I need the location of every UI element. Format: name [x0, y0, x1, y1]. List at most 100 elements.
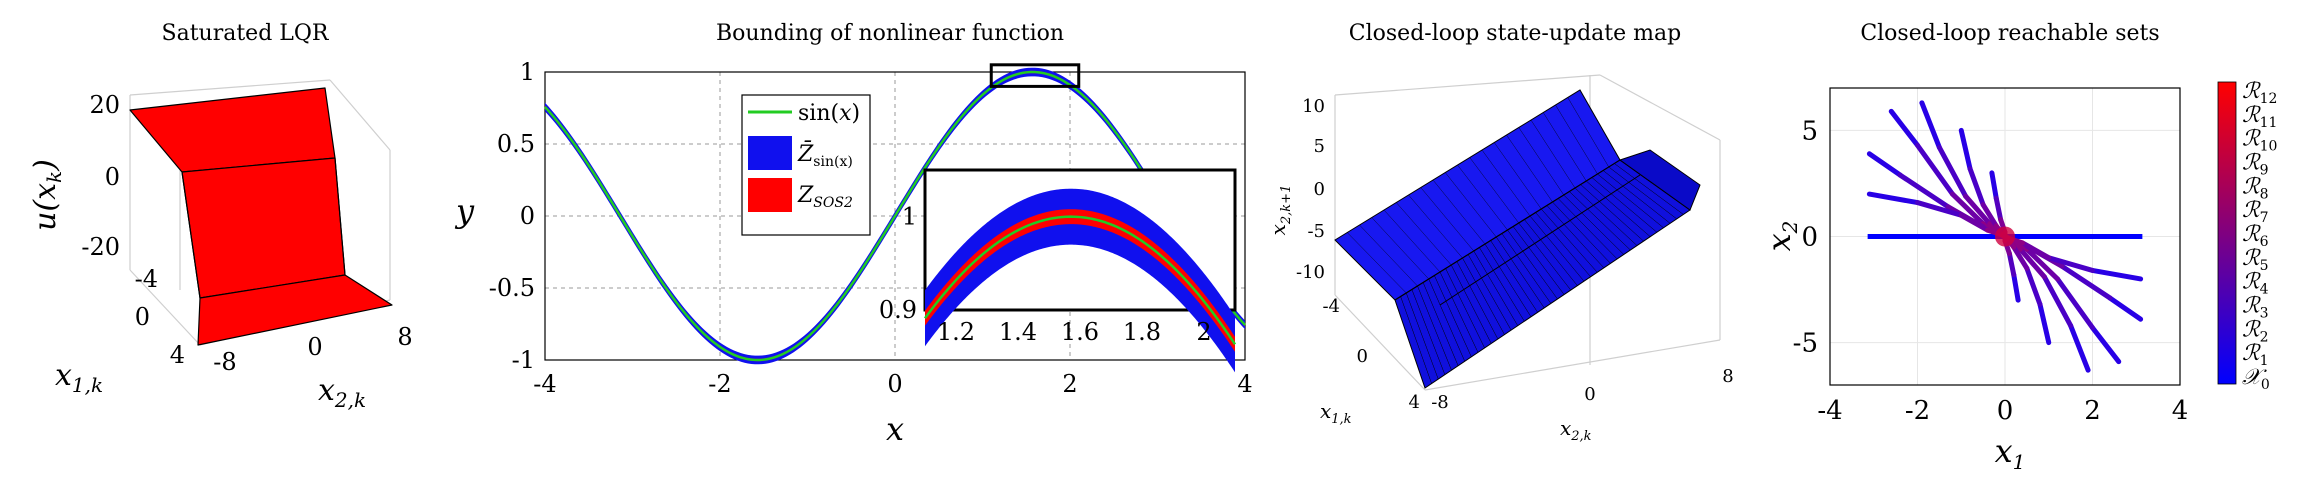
p3-ztick: 10	[1302, 96, 1325, 117]
p4-trajectory-segment	[2090, 325, 2122, 365]
p4-trajectory-segment	[2068, 323, 2091, 373]
p1-surface	[129, 87, 393, 346]
p4-trajectory-segment	[1915, 200, 1964, 218]
p4-ticks: -4 -2 0 2 4 5 0 -5	[1793, 116, 2189, 426]
p2-xlabel: x	[886, 410, 904, 448]
p3-surface	[1334, 89, 1701, 389]
p3-mesh-line	[1490, 240, 1538, 313]
p3-ztick: -10	[1296, 262, 1325, 283]
p2-xtick-label: 4	[1237, 370, 1252, 398]
p2-inset-ticks: 1.2 1.4 1.6 1.8 2 1 0.9	[879, 203, 1212, 346]
p2-axes-box	[544, 71, 1246, 361]
p1-x1tick: 4	[170, 341, 185, 369]
p4-trajectory-segment	[1980, 202, 1999, 229]
p3-mesh-line	[1574, 187, 1638, 246]
p4-trajectory-segment	[2090, 267, 2144, 282]
p1-x2ticks: -8 0 8	[213, 323, 412, 376]
p3-mesh-line	[1479, 247, 1525, 322]
inset-xtick-label: 1.2	[937, 318, 975, 346]
p3-title: Closed-loop state-update map	[1349, 21, 1681, 46]
p3-mesh-line	[1518, 127, 1564, 196]
p2-xtick-label: -2	[708, 370, 731, 398]
p3-mesh-line	[1462, 257, 1505, 335]
inset-sin-line	[923, 215, 1237, 346]
p3-mesh-line	[1473, 250, 1518, 326]
p3-x1tick: 0	[1357, 346, 1368, 367]
p4-trajectory-segment	[2041, 274, 2074, 329]
p2-ytick-label: 0	[520, 202, 535, 230]
p3-mesh-line	[1417, 285, 1452, 371]
p4-ylabel: x2	[1760, 221, 1802, 252]
p3-mesh-line	[1484, 243, 1532, 317]
p3-x1ticks: -4 0 4	[1322, 296, 1420, 413]
p3-x2tick: -8	[1431, 392, 1449, 413]
p3-mesh-line	[1494, 142, 1542, 210]
p4-xtick-label: 2	[2084, 396, 2101, 426]
p1-x1tick: -4	[135, 265, 158, 293]
p3-mesh-line	[1422, 282, 1459, 366]
p3-x2tick: 0	[1584, 384, 1595, 405]
p1-ztick: 20	[89, 91, 120, 119]
p2-inset: 1.2 1.4 1.6 1.8 2 1 0.9	[879, 168, 1237, 372]
p3-mesh-line	[1552, 201, 1611, 264]
p3-ztick: -5	[1307, 221, 1325, 242]
p3-zticks: 10 5 0 -5 -10	[1296, 96, 1325, 283]
panel-saturated-lqr: Saturated LQR 20 0 -20 -4	[28, 21, 413, 412]
p4-ytick-label: -5	[1793, 329, 1818, 359]
p3-mesh-line	[1400, 296, 1432, 384]
p3-mesh-line	[1406, 292, 1439, 380]
p4-trajectory-segment	[1888, 108, 1920, 148]
inset-xtick-label: 1.4	[999, 318, 1037, 346]
p3-mesh-line	[1614, 163, 1684, 215]
p2-plot-area	[544, 67, 1246, 365]
p4-trajectory-segment	[2024, 265, 2043, 307]
p3-mesh-line	[1518, 222, 1571, 291]
p2-ytick-label: -1	[512, 346, 535, 374]
p3-mesh-line	[1543, 112, 1587, 182]
p1-x2tick: 0	[307, 333, 322, 361]
p4-ytick-label: 0	[1801, 223, 1818, 253]
p3-mesh-line	[1569, 191, 1631, 251]
p3-mesh-line	[1445, 172, 1497, 238]
p3-mesh-line	[1496, 236, 1545, 309]
p2-title: Bounding of nonlinear function	[716, 21, 1064, 46]
p4-xtick-label: 4	[2172, 396, 2189, 426]
p3-mesh-line	[1420, 187, 1474, 252]
p4-trajectory-segment	[1919, 100, 1942, 150]
inset-xtick-label: 2	[1196, 318, 1211, 346]
p3-x1tick: -4	[1322, 296, 1340, 317]
panel-reachable-sets: Closed-loop reachable sets -4 -2 0 2 4 5 0 -5 x…	[1760, 21, 2277, 474]
p3-mesh-line	[1535, 212, 1591, 277]
p3-mesh-line	[1347, 232, 1407, 294]
p3-mesh-line	[1530, 119, 1576, 189]
p3-mesh-line	[1457, 164, 1508, 231]
p4-trajectory-segment	[2046, 255, 2095, 273]
p3-x2ticks: -8 0 8	[1431, 366, 1734, 413]
p3-mesh-line	[1608, 166, 1677, 220]
p4-trajectory-segment	[1915, 142, 1955, 197]
p3-x1tick: 4	[1409, 392, 1420, 413]
p4-xlabel: x1	[1995, 432, 2026, 474]
panel-state-update: Closed-loop state-update map 10 5 0 -5 -…	[1266, 21, 1734, 444]
p3-mesh-line	[1439, 271, 1479, 353]
p3-mesh-line	[1469, 157, 1519, 224]
p1-surface-bottom	[197, 274, 393, 346]
p3-x1label: x1,k	[1320, 399, 1352, 427]
p3-mesh-line	[1501, 233, 1552, 304]
p2-zoom-box	[989, 63, 1081, 88]
p3-mesh	[1347, 97, 1684, 384]
p1-x2tick: -8	[213, 348, 236, 376]
p1-title: Saturated LQR	[162, 21, 330, 46]
p4-trajectory-segment	[2011, 244, 2030, 271]
inset-xtick-label: 1.8	[1123, 318, 1161, 346]
p1-zlabel: u(xk)	[28, 159, 66, 231]
p4-plot-area	[1866, 100, 2144, 373]
inset-ytick-label: 0.9	[879, 296, 917, 324]
p4-trajectory-segment	[2059, 263, 2113, 301]
p3-mesh-line	[1456, 261, 1499, 340]
p3-ztick: 0	[1314, 179, 1325, 200]
p4-ytick-label: 5	[1801, 116, 1818, 146]
p4-xtick-label: -2	[1905, 396, 1930, 426]
p3-mesh-line	[1512, 226, 1565, 295]
